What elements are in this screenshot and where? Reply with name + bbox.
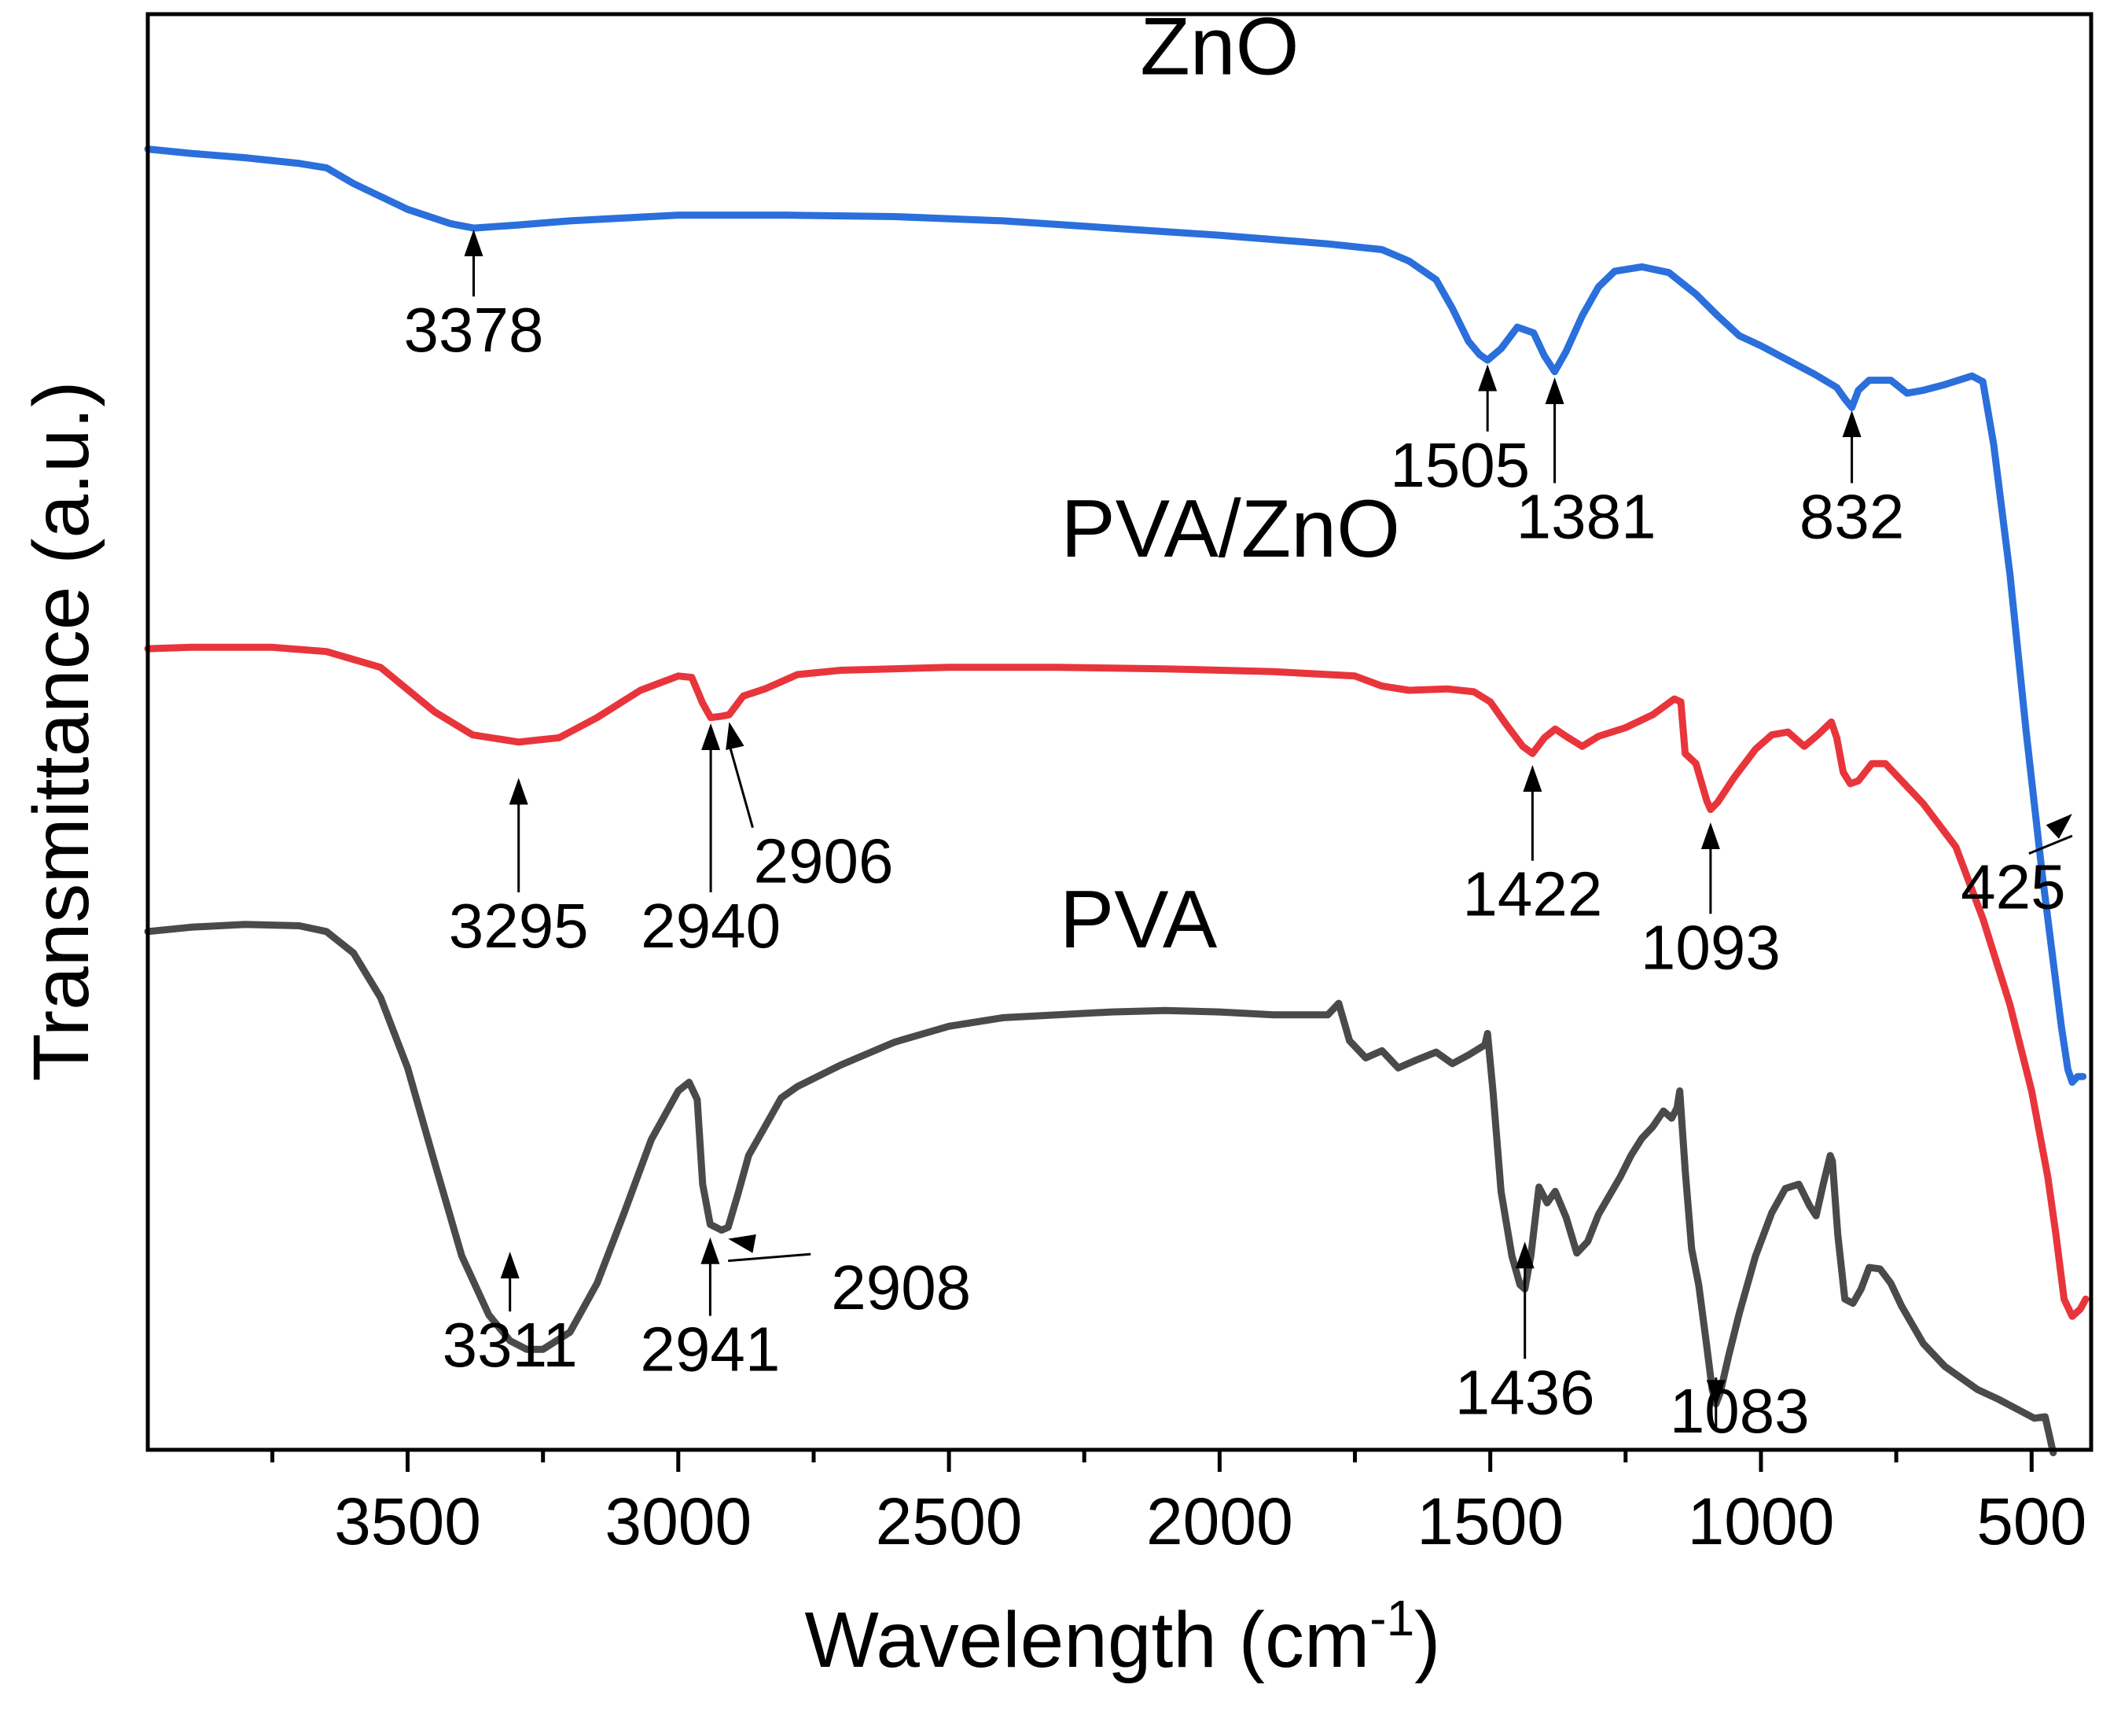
peak-annotation-3311: 3311: [443, 1252, 578, 1380]
peak-annotation-1436: 1436: [1455, 1241, 1595, 1427]
peak-arrow-head: [509, 778, 528, 805]
series-lines: [144, 145, 2090, 1457]
peak-annotation-1381: 1381: [1516, 377, 1656, 552]
x-tick-label: 3500: [334, 1484, 481, 1558]
peak-annotation-832: 832: [1799, 410, 1904, 552]
x-tick-label: 2500: [876, 1484, 1023, 1558]
peak-label: 2906: [754, 826, 894, 896]
peak-label: 1093: [1641, 912, 1781, 982]
peak-arrow-head: [1842, 410, 1862, 437]
peak-annotation-3295: 3295: [449, 778, 589, 961]
peak-annotation-425: 425: [1961, 814, 2073, 922]
peak-arrow-head: [1515, 1241, 1535, 1269]
peak-arrow-head: [2046, 814, 2072, 839]
peak-annotation-1422: 1422: [1462, 765, 1602, 929]
peak-annotation-2941: 2941: [640, 1237, 780, 1385]
peak-arrow-head: [500, 1252, 520, 1278]
x-axis-title-sup: -1: [1369, 1590, 1414, 1646]
peak-arrow-head: [464, 229, 483, 256]
series-label-pva-zno: PVA/ZnO: [1061, 484, 1400, 575]
peak-arrow-line: [728, 743, 754, 829]
peak-label: 1505: [1390, 430, 1530, 500]
peak-label: 1083: [1670, 1376, 1810, 1446]
peak-annotation-2908: 2908: [728, 1234, 971, 1322]
series-line-pva-zno: [144, 643, 2090, 1320]
x-tick-label: 500: [1976, 1484, 2086, 1558]
peak-label: 425: [1961, 852, 2065, 922]
x-tick-label: 1000: [1688, 1484, 1835, 1558]
series-labels: ZnO PVA/ZnO PVA: [1060, 2, 1400, 965]
peak-arrow-head: [1706, 1380, 1726, 1407]
series-line-pva: [144, 921, 2057, 1457]
peak-arrow-head: [1478, 364, 1498, 392]
plot-frame: [145, 12, 2093, 1452]
peak-label: 3295: [449, 891, 589, 961]
x-axis-title: Wavelength (cm-1): [805, 1590, 1441, 1684]
peak-label: 1381: [1516, 482, 1656, 552]
x-tick-label: 1500: [1417, 1484, 1564, 1558]
x-tick-label: 3000: [605, 1484, 752, 1558]
peak-annotation-2906: 2906: [726, 722, 893, 896]
peak-label: 1422: [1462, 859, 1602, 929]
peak-arrow-head: [700, 1237, 720, 1264]
peak-label: 3378: [404, 295, 544, 365]
x-tick-label: 2000: [1146, 1484, 1293, 1558]
peak-label: 832: [1799, 482, 1904, 552]
peak-arrow-line: [2028, 834, 2073, 855]
y-axis-title: Transmittance (a.u.): [17, 381, 105, 1081]
x-axis-title-main: Wavelength (cm: [805, 1596, 1370, 1684]
peak-label: 2908: [831, 1252, 971, 1322]
peak-arrow-head: [726, 722, 744, 750]
x-axis-title-suffix: ): [1414, 1596, 1440, 1684]
peak-annotation-3378: 3378: [404, 229, 544, 365]
x-axis-ticks: 3500 3000 2500 2000 1500 1000 500: [270, 1450, 2086, 1558]
peak-arrow-head: [701, 723, 721, 750]
peak-label: 1436: [1455, 1357, 1595, 1427]
peak-annotation-2940: 2940: [641, 723, 781, 961]
series-label-zno: ZnO: [1140, 2, 1299, 93]
peak-annotation-1093: 1093: [1641, 822, 1781, 982]
peak-arrow-head: [1523, 765, 1542, 792]
peak-arrow-line: [728, 1252, 811, 1263]
peak-label: 2940: [641, 891, 781, 961]
series-label-pva: PVA: [1060, 874, 1218, 965]
peak-arrow-head: [728, 1234, 756, 1253]
peak-label: 3311: [443, 1310, 578, 1380]
series-line-zno: [144, 145, 2087, 1086]
peak-annotation-1505: 1505: [1390, 364, 1530, 500]
peak-label: 2941: [640, 1315, 780, 1385]
peak-arrow-head: [1545, 377, 1564, 404]
peak-arrow-head: [1700, 822, 1720, 849]
peak-annotation-1083: 1083: [1670, 1376, 1810, 1446]
